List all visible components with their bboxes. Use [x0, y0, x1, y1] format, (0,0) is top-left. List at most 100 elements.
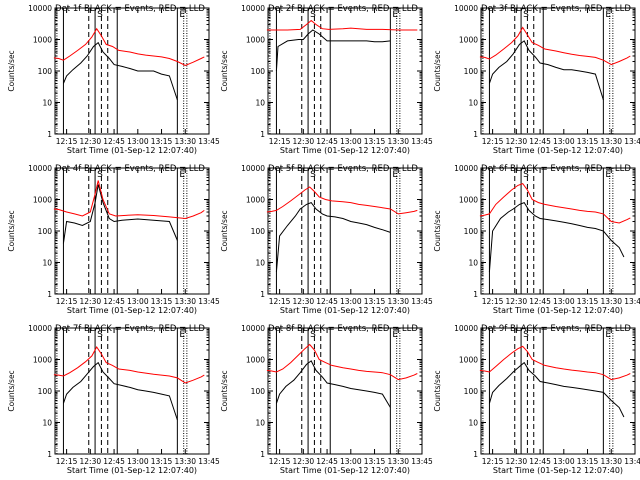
y-axis-label: Counts/sec	[220, 50, 229, 91]
y-tick-label: 1000	[33, 356, 52, 365]
y-tick-label: 1000	[246, 36, 265, 45]
x-axis-label: Start Time (01-Sep-12 12:07:40)	[493, 306, 623, 315]
plot-frame	[267, 7, 423, 135]
x-tick-label: 12:30	[293, 297, 315, 306]
series-line-events	[62, 41, 178, 101]
x-tick-label: 13:00	[340, 137, 362, 146]
interval-marker-label: E	[179, 330, 185, 340]
y-tick-label: 100	[38, 227, 53, 236]
x-tick-label: 13:15	[364, 457, 386, 466]
y-tick-label: 100	[464, 227, 479, 236]
chart-title: Det 5f BLACK = Events, RED = LLD	[268, 164, 418, 174]
x-tick-label: 13:15	[364, 297, 386, 306]
plot-frame	[54, 327, 210, 455]
x-tick-label: 12:15	[482, 297, 504, 306]
x-tick-label: 13:45	[624, 297, 640, 306]
x-tick-label: 13:30	[387, 457, 409, 466]
y-tick-label: 1000	[33, 196, 52, 205]
y-tick-label: 100	[251, 67, 266, 76]
series-line-events	[275, 29, 391, 72]
y-axis-label: Counts/sec	[7, 210, 16, 251]
y-axis-label: Counts/sec	[433, 370, 442, 411]
chart-panel-1: 1 10 100 1000 10000 12:15 12:30 12:45 13:00 13:15…	[7, 4, 220, 155]
x-axis-label: Start Time (01-Sep-12 12:07:40)	[67, 466, 197, 475]
interval-marker-label: S	[97, 170, 103, 180]
y-tick-label: 10	[42, 99, 52, 108]
y-tick-label: 10	[255, 419, 265, 428]
y-tick-label: 10000	[241, 4, 265, 13]
chart-title: Det 3f BLACK = Events, RED = LLD	[481, 4, 631, 14]
x-tick-label: 12:15	[482, 137, 504, 146]
y-tick-label: 10	[468, 259, 478, 268]
y-tick-label: 10000	[28, 324, 52, 333]
y-tick-label: 100	[251, 387, 266, 396]
x-tick-label: 13:45	[198, 457, 220, 466]
x-tick-label: 12:15	[482, 457, 504, 466]
x-tick-label: 13:00	[340, 457, 362, 466]
series-line-events	[62, 361, 178, 421]
x-tick-label: 13:00	[553, 457, 575, 466]
chart-title: Det 1f BLACK = Events, RED = LLD	[55, 4, 205, 14]
interval-marker-label: S	[97, 330, 103, 340]
x-tick-label: 13:45	[411, 137, 433, 146]
interval-marker-label: E	[605, 170, 611, 180]
series-line-events	[62, 184, 178, 244]
series-line-lld	[53, 180, 205, 220]
series-line-lld	[479, 182, 631, 224]
plot-frame	[54, 167, 210, 295]
interval-marker-label: S	[523, 10, 529, 20]
x-tick-label: 12:15	[56, 137, 78, 146]
x-tick-label: 13:15	[577, 457, 599, 466]
x-tick-label: 12:30	[506, 137, 528, 146]
x-tick-label: 13:15	[151, 297, 173, 306]
series-line-lld	[266, 186, 418, 215]
chart-panel-5: 1 10 100 1000 10000 12:15 12:30 12:45 13:00 13:15…	[220, 164, 433, 315]
x-tick-label: 13:45	[198, 297, 220, 306]
y-tick-label: 100	[464, 387, 479, 396]
chart-title: Det 8f BLACK = Events, RED = LLD	[268, 324, 418, 334]
series-line-events	[488, 40, 604, 101]
series-line-events	[275, 201, 391, 273]
y-tick-label: 10000	[241, 324, 265, 333]
y-tick-label: 1000	[33, 36, 52, 45]
x-tick-label: 12:45	[103, 297, 125, 306]
y-tick-label: 100	[38, 387, 53, 396]
x-tick-label: 12:45	[103, 457, 125, 466]
x-tick-label: 13:00	[127, 137, 149, 146]
interval-marker-label: S	[310, 170, 316, 180]
chart-title: Det 9f BLACK = Events, RED = LLD	[481, 324, 631, 334]
x-tick-label: 12:30	[293, 457, 315, 466]
x-axis-label: Start Time (01-Sep-12 12:07:40)	[493, 146, 623, 155]
interval-marker-label: E	[179, 170, 185, 180]
x-tick-label: 12:45	[103, 137, 125, 146]
y-axis-label: Counts/sec	[220, 370, 229, 411]
series-line-lld	[479, 26, 631, 66]
x-tick-label: 13:00	[553, 297, 575, 306]
plot-frame	[267, 167, 423, 295]
plot-frame	[480, 167, 636, 295]
x-tick-label: 13:45	[411, 297, 433, 306]
x-tick-label: 12:15	[269, 457, 291, 466]
interval-marker-label: S	[523, 170, 529, 180]
interval-marker-label: S	[97, 10, 103, 20]
y-axis-label: Counts/sec	[7, 370, 16, 411]
chart-panel-8: 1 10 100 1000 10000 12:15 12:30 12:45 13:00 13:15…	[220, 324, 433, 475]
y-tick-label: 1	[260, 290, 265, 299]
interval-marker-label: E	[392, 10, 398, 20]
x-axis-label: Start Time (01-Sep-12 12:07:40)	[280, 146, 410, 155]
y-tick-label: 1	[473, 450, 478, 459]
x-tick-label: 13:30	[174, 297, 196, 306]
x-tick-label: 13:00	[340, 297, 362, 306]
x-tick-label: 13:30	[387, 137, 409, 146]
y-tick-label: 1000	[459, 196, 478, 205]
x-axis-label: Start Time (01-Sep-12 12:07:40)	[280, 306, 410, 315]
chart-panel-6: 1 10 100 1000 10000 12:15 12:30 12:45 13:00 13:15…	[433, 164, 640, 315]
y-tick-label: 100	[38, 67, 53, 76]
chart-panel-9: 1 10 100 1000 10000 12:15 12:30 12:45 13:00 13:15…	[433, 324, 640, 475]
x-tick-label: 12:30	[80, 137, 102, 146]
y-tick-label: 10	[468, 99, 478, 108]
y-tick-label: 10000	[241, 164, 265, 173]
y-tick-label: 10	[255, 259, 265, 268]
series-line-lld	[266, 19, 418, 31]
